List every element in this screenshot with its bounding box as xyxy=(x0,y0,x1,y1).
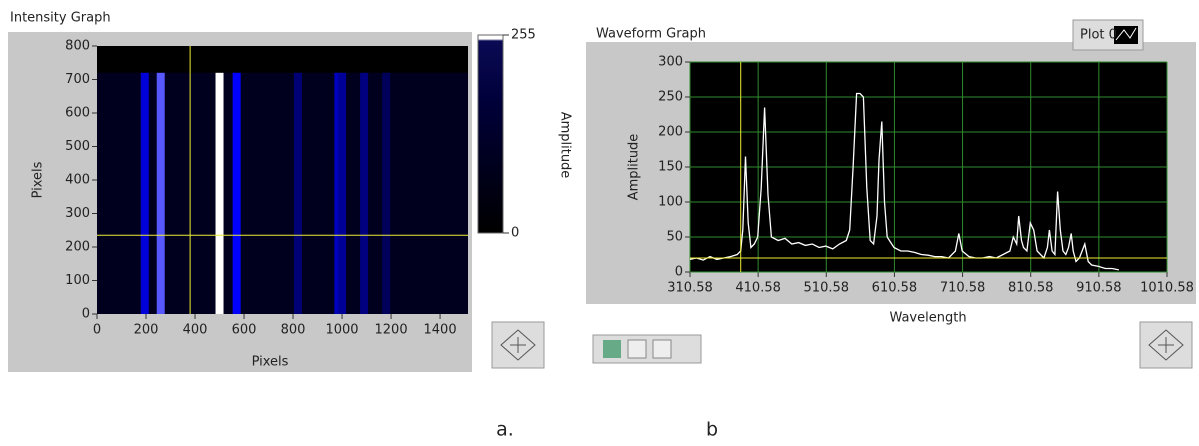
x-tick-label: 1400 xyxy=(424,323,457,338)
x-tick-label: 710.58 xyxy=(940,281,986,296)
caption: b xyxy=(706,419,718,441)
zoom-button[interactable] xyxy=(492,322,544,368)
x-tick-label: 1000 xyxy=(325,323,358,338)
y-axis-label: Pixels xyxy=(31,161,46,198)
x-axis-label: Wavelength xyxy=(889,311,966,326)
screen: Intensity Graph Pixels Pixels 0 200 400 600 800… xyxy=(0,0,1199,442)
x-tick-label: 800 xyxy=(281,323,306,338)
x-tick-label: 510.58 xyxy=(804,281,850,296)
image-fill xyxy=(97,73,468,314)
x-tick-label: 310.58 xyxy=(667,281,713,296)
x-axis-label: Pixels xyxy=(252,355,289,370)
x-tick-label: 200 xyxy=(134,323,159,338)
x-tick-label: 0 xyxy=(93,323,101,338)
x-tick-label: 410.58 xyxy=(735,281,781,296)
y-tick-label: 500 xyxy=(65,139,90,154)
y-tick-label: 250 xyxy=(658,90,683,105)
zoom-button[interactable] xyxy=(1140,322,1192,368)
x-tick-label: 1010.58 xyxy=(1140,281,1194,296)
x-tick-label: 400 xyxy=(183,323,208,338)
y-tick-label: 0 xyxy=(82,307,90,322)
y-tick-label: 100 xyxy=(658,195,683,210)
stripe xyxy=(382,73,390,314)
x-tick-label: 910.58 xyxy=(1076,281,1122,296)
stripe xyxy=(216,73,224,314)
y-tick-label: 400 xyxy=(65,173,90,188)
stripe xyxy=(141,73,149,314)
stripe xyxy=(360,73,368,314)
stripe xyxy=(157,73,165,314)
toolbar[interactable] xyxy=(593,335,701,363)
graph-title: Intensity Graph xyxy=(10,11,111,26)
y-tick-label: 600 xyxy=(65,106,90,121)
x-tick-label: 810.58 xyxy=(1008,281,1054,296)
x-tick-label: 610.58 xyxy=(872,281,918,296)
x-tick-label: 1200 xyxy=(375,323,408,338)
z-tick-label: 0 xyxy=(511,226,519,241)
y-tick-label: 0 xyxy=(675,265,683,280)
y-tick-label: 700 xyxy=(65,72,90,87)
y-axis-label: Amplitude xyxy=(627,134,642,201)
stripe xyxy=(233,73,241,314)
y-tick-label: 800 xyxy=(65,39,90,54)
y-tick-label: 100 xyxy=(65,273,90,288)
y-tick-label: 200 xyxy=(65,240,90,255)
y-tick-label: 150 xyxy=(658,160,683,175)
y-tick-label: 300 xyxy=(65,206,90,221)
x-tick-label: 600 xyxy=(232,323,257,338)
graph-title: Waveform Graph xyxy=(596,27,706,42)
z-axis-label: Amplitude xyxy=(558,112,573,179)
y-tick-label: 200 xyxy=(658,125,683,140)
color-scale xyxy=(478,35,503,233)
y-tick-label: 300 xyxy=(658,55,683,70)
stripe xyxy=(338,73,346,314)
caption: a. xyxy=(496,419,514,441)
legend-label: Plot 0 xyxy=(1080,28,1117,43)
stripe xyxy=(294,73,302,314)
z-tick-label: 255 xyxy=(511,28,536,43)
y-tick-label: 50 xyxy=(666,230,683,245)
